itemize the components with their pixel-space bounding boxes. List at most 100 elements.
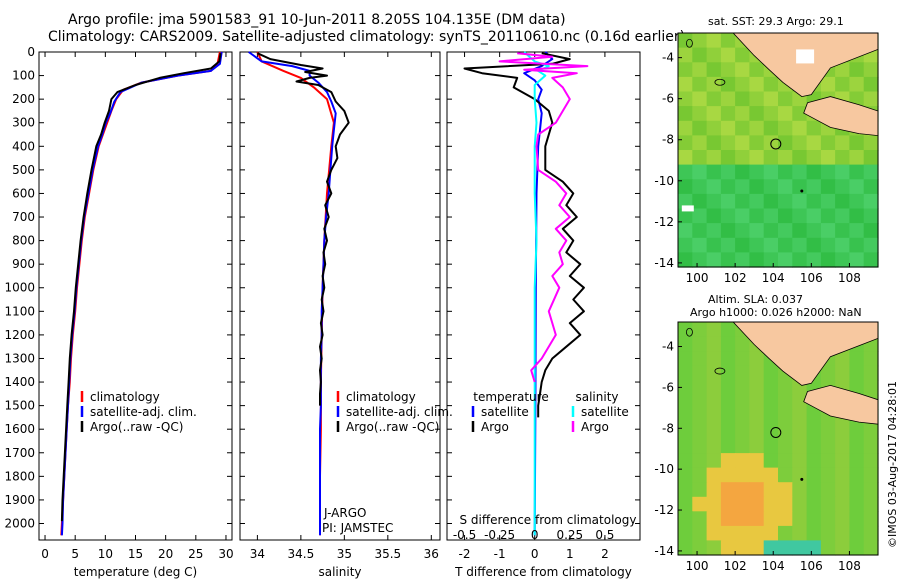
sst-cell — [863, 76, 879, 93]
temp-xtick-label: 10 — [98, 547, 113, 561]
sla-cell — [749, 380, 765, 396]
sst-cell — [735, 252, 750, 268]
sla-cell — [849, 351, 865, 367]
sst-cell — [778, 135, 793, 151]
sst-cell — [692, 150, 708, 166]
sla-cell — [763, 496, 779, 512]
sst-cell — [720, 106, 736, 122]
sla-cell — [678, 453, 693, 469]
sla-cell — [835, 438, 850, 454]
sst-cell — [835, 223, 850, 239]
sst-ytick-label: -8 — [662, 133, 674, 147]
sla-cell — [849, 496, 865, 512]
sst-cell — [820, 135, 836, 151]
diff-s-tick-label: -0.25 — [484, 528, 515, 542]
sla-cell — [678, 438, 693, 454]
sst-cell — [749, 150, 765, 166]
temp-legend-label: Argo(..raw -QC) — [90, 420, 183, 434]
sla-cell — [849, 365, 865, 381]
sla-cell — [778, 467, 793, 483]
sla-cell — [706, 322, 722, 338]
sal-xlabel: salinity — [318, 565, 361, 579]
sst-cell — [749, 135, 765, 151]
sla-cell — [735, 351, 750, 367]
sst-cell — [778, 237, 793, 254]
sst-cell — [863, 223, 879, 239]
sla-cell — [820, 423, 836, 440]
sla-cell — [778, 409, 793, 425]
sst-cell — [778, 150, 793, 166]
sst-cell — [835, 150, 850, 166]
sst-cell — [778, 252, 793, 268]
sst-cell — [863, 179, 879, 195]
sla-cell — [835, 525, 850, 542]
sla-cell — [735, 496, 750, 512]
sst-cell — [692, 91, 708, 107]
temp-series-argo — [60, 53, 222, 522]
sla-cell — [692, 540, 708, 556]
sst-cell — [849, 252, 865, 268]
sla-cell — [749, 365, 765, 381]
sst-cell — [692, 252, 708, 268]
sst-cell — [849, 223, 865, 239]
sst-cell — [720, 223, 736, 239]
sla-cell — [720, 351, 736, 367]
sla-cell — [820, 467, 836, 483]
diff-series-s-satellite — [523, 51, 550, 536]
sst-cell — [792, 120, 808, 137]
sst-cell — [720, 33, 736, 49]
sst-cell — [849, 208, 865, 224]
sla-ytick-label: -14 — [654, 544, 674, 558]
sal-legend-label: satellite-adj. clim. — [346, 405, 453, 419]
sla-cell — [749, 394, 765, 410]
depth-tick-label: 300 — [12, 116, 35, 130]
diff-xlabel-top: S difference from climatology — [460, 513, 637, 527]
sla-cell — [792, 423, 808, 440]
depth-tick-label: 1500 — [4, 399, 35, 413]
sst-cell — [706, 47, 722, 63]
sst-cell — [763, 252, 779, 268]
sla-xtick-label: 108 — [838, 559, 861, 573]
sst-cell — [706, 91, 722, 107]
sst-cell — [678, 120, 693, 137]
sla-cell — [735, 423, 750, 440]
diff-s-tick-label: 0.25 — [556, 528, 583, 542]
depth-tick-label: 1400 — [4, 375, 35, 389]
sst-cell — [778, 164, 793, 180]
sst-land-java — [803, 96, 879, 137]
sal-xtick-label: 35 — [337, 547, 352, 561]
sst-cell — [863, 208, 879, 224]
sla-cell — [863, 511, 879, 527]
sst-cell — [720, 179, 736, 195]
sla-cell — [849, 525, 865, 542]
sla-cell — [720, 394, 736, 410]
sla-cell — [778, 540, 793, 556]
sla-ytick-label: -6 — [662, 380, 674, 394]
sst-cell — [792, 223, 808, 239]
sla-cell — [763, 365, 779, 381]
sst-cell — [692, 135, 708, 151]
sla-cell — [849, 453, 865, 469]
sst-cell — [735, 120, 750, 137]
sla-christmas-island — [800, 477, 804, 481]
sla-cell — [863, 380, 879, 396]
sla-cell — [692, 496, 708, 512]
sst-cell — [692, 237, 708, 254]
sst-cell — [678, 164, 693, 180]
sst-cell — [820, 76, 836, 93]
sst-cell — [763, 223, 779, 239]
temp-xtick-label: 25 — [188, 547, 203, 561]
sla-cell — [678, 423, 693, 440]
sst-cell — [835, 193, 850, 210]
sst-cell — [735, 135, 750, 151]
sst-cell — [720, 135, 736, 151]
sla-cell — [678, 365, 693, 381]
sla-cell — [749, 351, 765, 367]
sla-cell — [720, 540, 736, 556]
sla-cell — [820, 438, 836, 454]
sla-island-outline — [714, 367, 726, 375]
sla-cell — [778, 525, 793, 542]
sst-cell — [806, 179, 822, 195]
temp-legend-label: climatology — [90, 390, 160, 404]
sst-cell — [678, 76, 693, 93]
